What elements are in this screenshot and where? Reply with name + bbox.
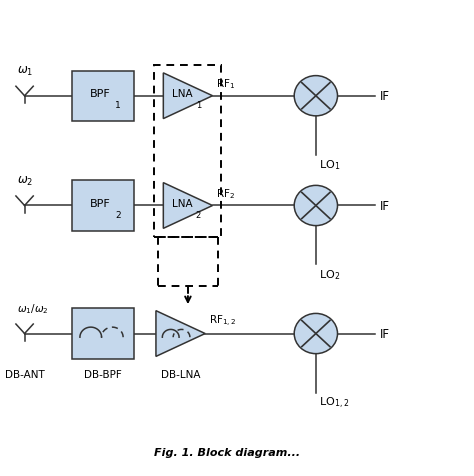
Polygon shape bbox=[164, 74, 212, 119]
Text: LNA: LNA bbox=[172, 89, 192, 99]
Text: DB-LNA: DB-LNA bbox=[161, 369, 201, 379]
Circle shape bbox=[294, 314, 337, 354]
Bar bbox=[73, 181, 134, 231]
Circle shape bbox=[294, 77, 337, 117]
Text: LNA: LNA bbox=[172, 199, 192, 209]
Text: DB-ANT: DB-ANT bbox=[5, 369, 45, 379]
Text: LO$_2$: LO$_2$ bbox=[319, 267, 340, 281]
Text: IF: IF bbox=[380, 327, 390, 340]
Text: IF: IF bbox=[380, 90, 390, 103]
Text: 1: 1 bbox=[196, 101, 201, 110]
Text: DB-BPF: DB-BPF bbox=[84, 369, 122, 379]
Text: RF$_2$: RF$_2$ bbox=[217, 186, 236, 200]
Polygon shape bbox=[156, 311, 205, 357]
Text: 2: 2 bbox=[196, 210, 201, 219]
Text: LO$_1$: LO$_1$ bbox=[319, 158, 341, 171]
Text: BPF: BPF bbox=[90, 89, 110, 99]
Circle shape bbox=[294, 186, 337, 226]
Text: IF: IF bbox=[380, 199, 390, 213]
Bar bbox=[73, 309, 134, 359]
Text: RF$_{1,2}$: RF$_{1,2}$ bbox=[209, 313, 237, 328]
Text: 1: 1 bbox=[115, 101, 121, 110]
Text: BPF: BPF bbox=[90, 198, 110, 208]
Text: RF$_1$: RF$_1$ bbox=[217, 77, 236, 90]
Text: LO$_{1,2}$: LO$_{1,2}$ bbox=[319, 395, 349, 410]
Text: Fig. 1. Block diagram...: Fig. 1. Block diagram... bbox=[154, 447, 301, 457]
Bar bbox=[73, 71, 134, 122]
Text: 2: 2 bbox=[115, 210, 121, 219]
Text: $\omega_2$: $\omega_2$ bbox=[17, 174, 34, 188]
Polygon shape bbox=[164, 183, 212, 229]
Text: $\omega_1/\omega_2$: $\omega_1/\omega_2$ bbox=[17, 301, 49, 315]
Text: $\omega_1$: $\omega_1$ bbox=[17, 65, 34, 78]
Bar bbox=[155, 66, 221, 237]
